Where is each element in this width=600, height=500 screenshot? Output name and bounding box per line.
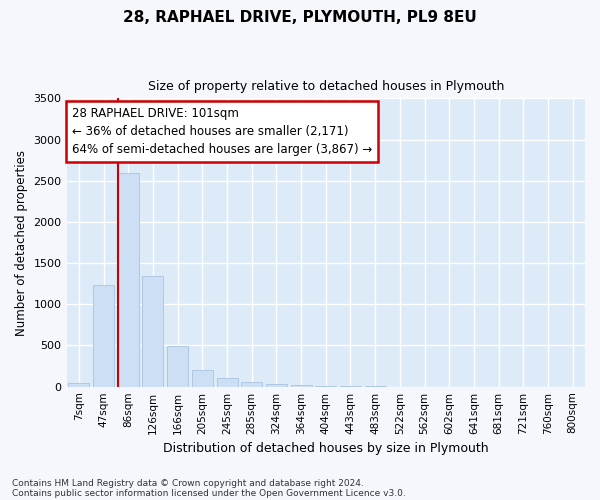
Bar	[217, 378, 238, 386]
Bar	[93, 286, 114, 386]
Text: Contains public sector information licensed under the Open Government Licence v3: Contains public sector information licen…	[12, 488, 406, 498]
Bar	[290, 385, 311, 386]
Text: 28, RAPHAEL DRIVE, PLYMOUTH, PL9 8EU: 28, RAPHAEL DRIVE, PLYMOUTH, PL9 8EU	[123, 10, 477, 25]
Bar	[192, 370, 213, 386]
Text: Contains HM Land Registry data © Crown copyright and database right 2024.: Contains HM Land Registry data © Crown c…	[12, 478, 364, 488]
Title: Size of property relative to detached houses in Plymouth: Size of property relative to detached ho…	[148, 80, 504, 93]
X-axis label: Distribution of detached houses by size in Plymouth: Distribution of detached houses by size …	[163, 442, 488, 455]
Bar	[241, 382, 262, 386]
Bar	[142, 276, 163, 386]
Text: 28 RAPHAEL DRIVE: 101sqm
← 36% of detached houses are smaller (2,171)
64% of sem: 28 RAPHAEL DRIVE: 101sqm ← 36% of detach…	[72, 107, 372, 156]
Bar	[118, 174, 139, 386]
Bar	[266, 384, 287, 386]
Bar	[68, 382, 89, 386]
Bar	[167, 346, 188, 387]
Y-axis label: Number of detached properties: Number of detached properties	[15, 150, 28, 336]
